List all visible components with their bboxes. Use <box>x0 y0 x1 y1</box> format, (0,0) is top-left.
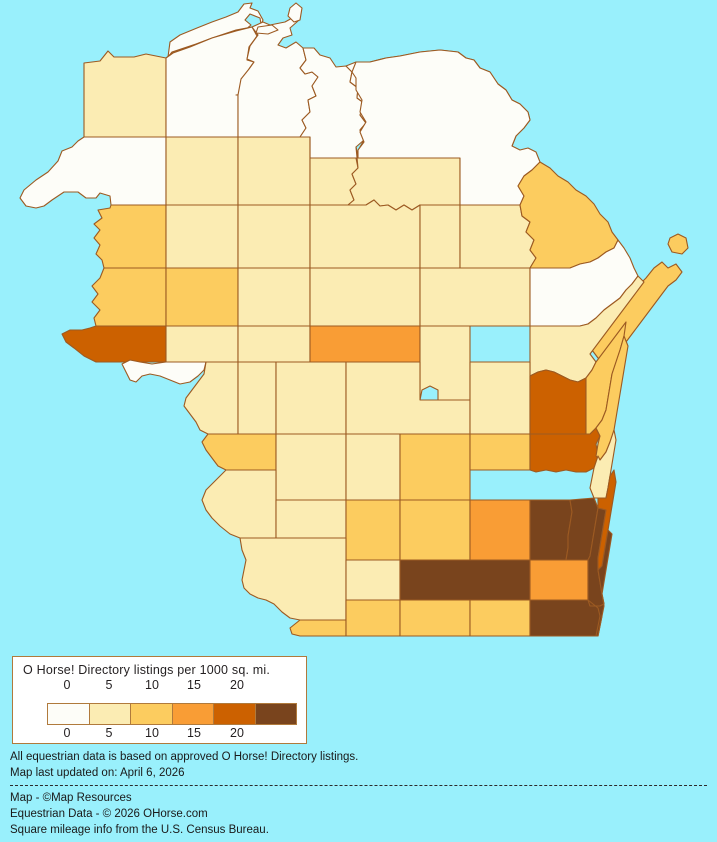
county-waushara[interactable] <box>469 361 531 435</box>
county-green-lake[interactable] <box>469 433 531 471</box>
map-canvas <box>19 2 689 637</box>
footnote-last-updated: Map last updated on: April 6, 2026 <box>10 766 185 779</box>
county-columbia[interactable] <box>399 499 471 561</box>
credit-census: Square mileage info from the U.S. Census… <box>10 824 269 836</box>
credit-equestrian-data: Equestrian Data - © 2026 OHorse.com <box>10 808 208 820</box>
county-lafayette[interactable] <box>345 599 401 637</box>
legend-color-scale <box>47 703 297 725</box>
county-washington[interactable] <box>529 499 573 561</box>
legend-tick-top-10: 10 <box>145 678 159 692</box>
legend-tick-top-20: 20 <box>230 678 244 692</box>
county-door[interactable] <box>667 233 689 255</box>
legend-tick-top-5: 5 <box>105 678 113 692</box>
county-marinette-top[interactable] <box>517 161 619 269</box>
legend-swatch-10 <box>131 704 173 724</box>
legend-swatch-0 <box>48 704 90 724</box>
legend-ticks-top: 0 5 10 15 20 <box>13 678 306 694</box>
county-polk[interactable] <box>93 204 167 269</box>
legend-swatch-max <box>255 704 296 724</box>
map-credits: Map - ©Map Resources Equestrian Data - ©… <box>10 790 710 838</box>
legend-tick-bottom-15: 15 <box>187 726 201 740</box>
legend-tick-bottom-20: 20 <box>230 726 244 740</box>
county-lincoln[interactable] <box>419 204 461 269</box>
footer-divider <box>10 785 707 786</box>
map-legend: O Horse! Directory listings per 1000 sq.… <box>12 656 307 744</box>
legend-swatch-20 <box>214 704 256 724</box>
legend-tick-top-0: 0 <box>63 678 71 692</box>
county-marathon[interactable] <box>419 267 531 327</box>
wisconsin-choropleth-map <box>19 2 689 637</box>
county-racine[interactable] <box>587 529 613 637</box>
county-dane[interactable] <box>399 559 531 601</box>
county-jackson[interactable] <box>275 361 347 435</box>
county-burnett[interactable] <box>19 136 167 209</box>
footnote-data-source: All equestrian data is based on approved… <box>10 751 359 763</box>
county-st-croix[interactable] <box>91 267 167 327</box>
county-adams[interactable] <box>399 433 471 501</box>
county-pierce[interactable] <box>61 325 167 363</box>
island-apostle-2 <box>255 24 279 35</box>
county-la-crosse[interactable] <box>201 433 277 471</box>
county-sheboygan[interactable] <box>589 429 617 499</box>
county-dunn[interactable] <box>165 267 239 327</box>
county-clark[interactable] <box>309 267 421 327</box>
county-crawford[interactable] <box>239 537 347 621</box>
county-rock[interactable] <box>469 599 531 637</box>
county-eau-claire[interactable] <box>165 325 239 363</box>
county-richland[interactable] <box>275 499 347 539</box>
county-vernon[interactable] <box>201 469 277 539</box>
credit-map: Map - ©Map Resources <box>10 792 132 804</box>
legend-tick-bottom-10: 10 <box>145 726 159 740</box>
county-chippewa2[interactable] <box>237 325 311 363</box>
county-jefferson[interactable] <box>529 559 589 601</box>
legend-tick-bottom-5: 5 <box>105 726 113 740</box>
county-juneau[interactable] <box>345 433 401 501</box>
county-douglas[interactable] <box>83 50 167 138</box>
county-wood[interactable] <box>309 325 421 363</box>
county-trempealeau[interactable] <box>237 361 277 435</box>
county-pepin[interactable] <box>121 359 207 385</box>
county-washburn[interactable] <box>165 136 239 206</box>
county-green[interactable] <box>399 599 471 637</box>
county-portage[interactable] <box>419 325 471 401</box>
county-rusk[interactable] <box>237 204 311 269</box>
legend-swatch-15 <box>172 704 214 724</box>
legend-swatch-5 <box>89 704 131 724</box>
county-monroe[interactable] <box>275 433 347 501</box>
county-taylor[interactable] <box>309 199 421 269</box>
county-sawyer[interactable] <box>237 136 311 206</box>
county-chippewa[interactable] <box>237 267 311 327</box>
map-footnotes: All equestrian data is based on approved… <box>10 750 710 838</box>
county-fond-du-lac[interactable] <box>529 427 601 473</box>
county-dodge[interactable] <box>469 499 531 561</box>
county-sauk[interactable] <box>345 499 401 561</box>
legend-title: O Horse! Directory listings per 1000 sq.… <box>23 663 271 677</box>
legend-tick-bottom-0: 0 <box>63 726 71 740</box>
county-barron[interactable] <box>165 204 239 269</box>
county-iowa[interactable] <box>345 559 401 601</box>
island-apostle-1 <box>287 2 303 23</box>
legend-tick-top-15: 15 <box>187 678 201 692</box>
legend-ticks-bottom: 0 5 10 15 20 <box>13 726 306 742</box>
